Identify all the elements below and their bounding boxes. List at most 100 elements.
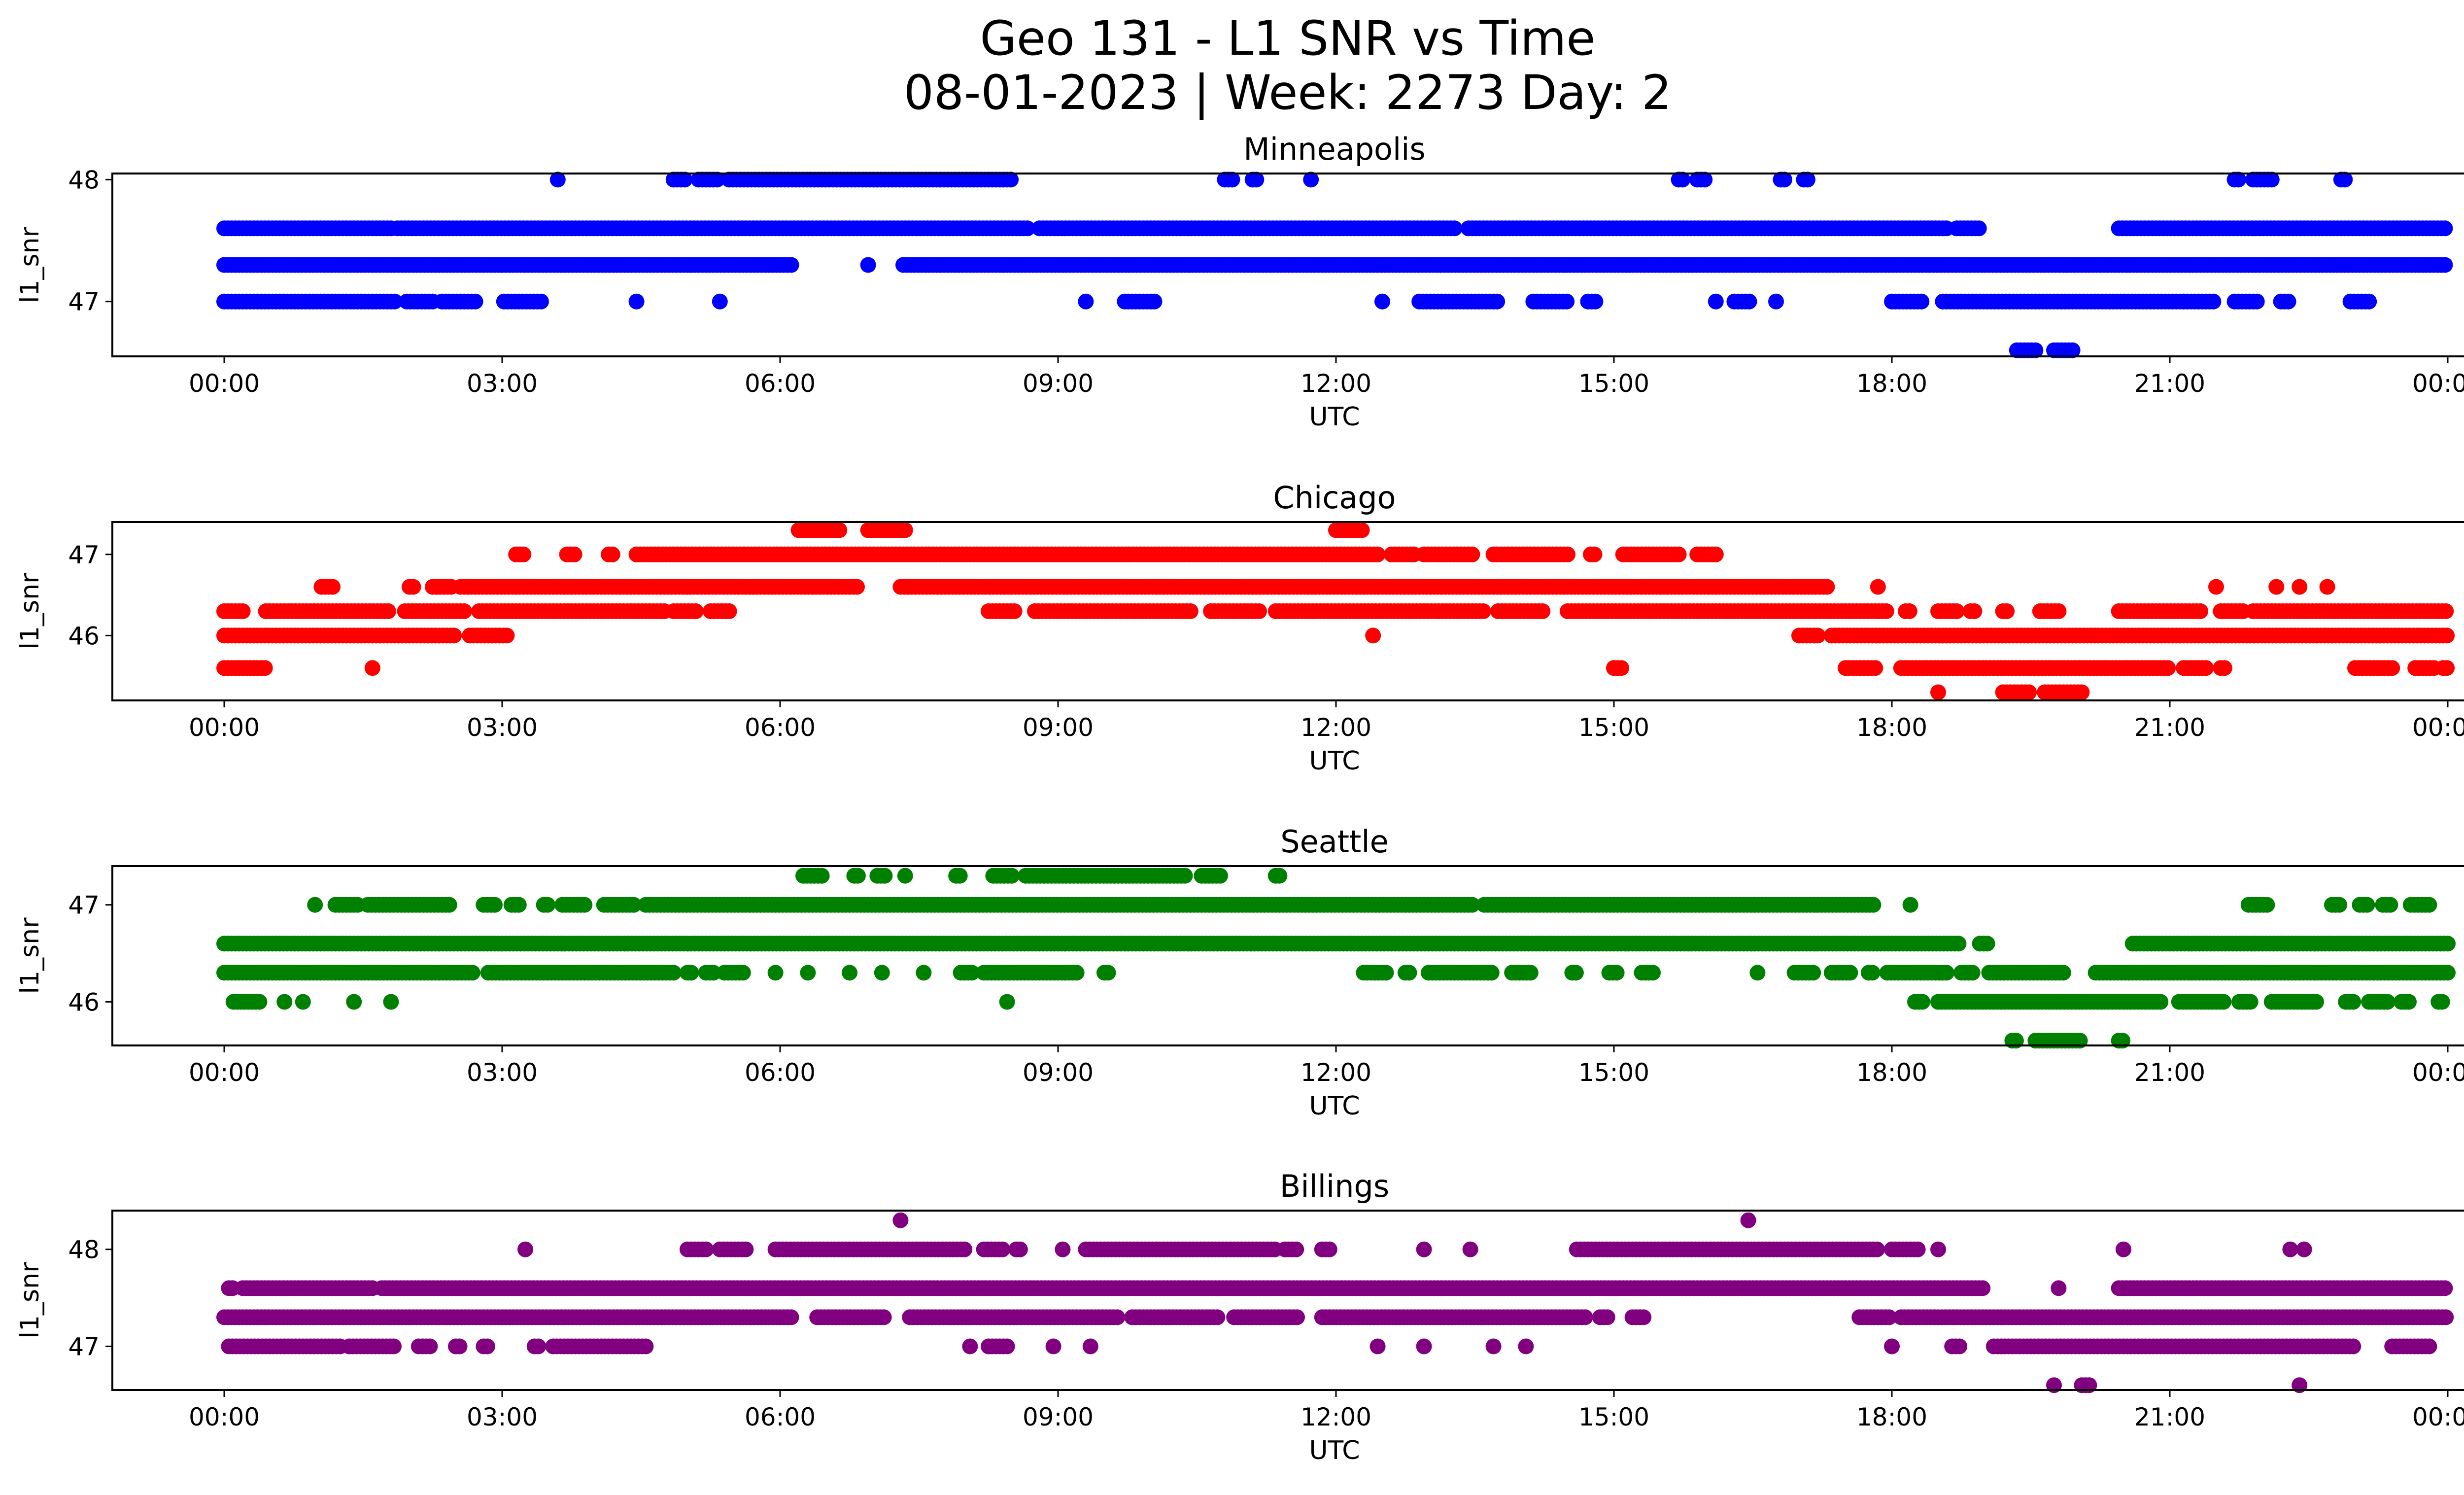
data-point xyxy=(2230,172,2247,188)
series-points xyxy=(216,868,2456,1049)
data-point xyxy=(2242,994,2259,1010)
data-point xyxy=(994,1241,1011,1257)
x-tick-label: 09:00 xyxy=(1023,713,1094,742)
data-point xyxy=(1869,1241,1885,1257)
x-tick-label: 15:00 xyxy=(1578,1058,1649,1087)
data-point xyxy=(1930,1241,1946,1257)
data-point xyxy=(999,994,1015,1010)
data-point xyxy=(2280,293,2296,310)
x-tick-label: 06:00 xyxy=(745,1058,816,1087)
data-point xyxy=(2345,994,2361,1010)
x-tick-label: 18:00 xyxy=(1856,369,1927,398)
y-tick-label: 48 xyxy=(68,166,100,194)
data-point xyxy=(1708,293,1724,310)
data-point xyxy=(1776,172,1792,188)
x-tick-label: 03:00 xyxy=(467,1058,538,1087)
data-point xyxy=(1608,965,1625,981)
data-point xyxy=(916,965,932,981)
data-point xyxy=(251,994,268,1010)
data-point xyxy=(1462,1241,1478,1257)
x-tick-label: 21:00 xyxy=(2134,369,2205,398)
data-point xyxy=(456,603,472,619)
x-tick-label: 06:00 xyxy=(745,369,816,398)
data-point xyxy=(2292,579,2308,595)
data-point xyxy=(2216,660,2232,676)
x-axis-label: UTC xyxy=(1309,402,1360,432)
data-point xyxy=(1741,293,1757,310)
data-point xyxy=(380,603,396,619)
data-point xyxy=(487,897,503,913)
data-point xyxy=(1587,293,1604,310)
data-point xyxy=(1006,603,1023,619)
data-point xyxy=(709,172,725,188)
x-tick-label: 15:00 xyxy=(1578,713,1649,742)
data-point xyxy=(1586,546,1603,562)
data-point xyxy=(1182,603,1198,619)
data-point xyxy=(1271,868,1288,884)
data-point xyxy=(2208,579,2224,595)
data-point xyxy=(874,965,890,981)
data-point xyxy=(721,603,737,619)
axes-frame xyxy=(111,173,2464,357)
subplot-title: Seattle xyxy=(1280,824,1388,860)
data-point xyxy=(533,293,549,310)
data-point xyxy=(1675,172,1691,188)
data-point xyxy=(2382,897,2398,913)
data-point xyxy=(2308,994,2324,1010)
data-point xyxy=(1878,603,1894,619)
data-point xyxy=(1416,1241,1432,1257)
data-point xyxy=(257,660,273,676)
data-point xyxy=(386,293,403,310)
data-point xyxy=(2192,603,2208,619)
data-point xyxy=(2027,342,2044,358)
x-tick-label: 18:00 xyxy=(1856,713,1927,742)
data-point xyxy=(842,965,857,981)
data-point xyxy=(897,522,913,538)
data-point xyxy=(1964,965,1981,981)
x-tick-label: 12:00 xyxy=(1300,1058,1371,1087)
data-point xyxy=(1865,897,1882,913)
data-point xyxy=(325,579,341,595)
data-point xyxy=(1749,965,1766,981)
data-point xyxy=(1938,965,1954,981)
data-point xyxy=(540,897,556,913)
data-point xyxy=(1100,965,1116,981)
data-point xyxy=(2337,172,2353,188)
data-point xyxy=(364,660,380,676)
data-point xyxy=(665,965,682,981)
data-point xyxy=(549,172,566,188)
data-point xyxy=(2160,660,2176,676)
data-point xyxy=(698,1241,714,1257)
data-point xyxy=(2319,579,2335,595)
series-points xyxy=(216,172,2453,358)
data-point xyxy=(2361,293,2377,310)
x-tick-label: 09:00 xyxy=(1023,369,1094,398)
data-point xyxy=(1374,293,1390,310)
y-tick-label: 47 xyxy=(68,891,100,920)
data-point xyxy=(511,897,527,913)
data-point xyxy=(1819,579,1835,595)
data-point xyxy=(235,603,251,619)
data-point xyxy=(1446,220,1463,237)
data-point xyxy=(1464,546,1480,562)
data-point xyxy=(735,965,751,981)
x-tick-label: 06:00 xyxy=(745,713,816,742)
data-point xyxy=(1401,965,1417,981)
data-point xyxy=(1288,1241,1304,1257)
data-point xyxy=(1671,546,1687,562)
data-point xyxy=(783,257,799,273)
data-point xyxy=(687,603,704,619)
x-tick-label: 21:00 xyxy=(2134,713,2205,742)
data-point xyxy=(1867,660,1883,676)
data-point xyxy=(1971,220,1987,237)
x-axis-label: UTC xyxy=(1309,1091,1360,1121)
x-tick-label: 12:00 xyxy=(1300,369,1371,398)
data-point xyxy=(2268,579,2285,595)
data-point xyxy=(850,868,866,884)
x-tick-label: 00:00 xyxy=(189,1058,260,1087)
y-tick-label: 46 xyxy=(68,622,100,650)
data-point xyxy=(2176,293,2192,310)
data-point xyxy=(1645,965,1661,981)
